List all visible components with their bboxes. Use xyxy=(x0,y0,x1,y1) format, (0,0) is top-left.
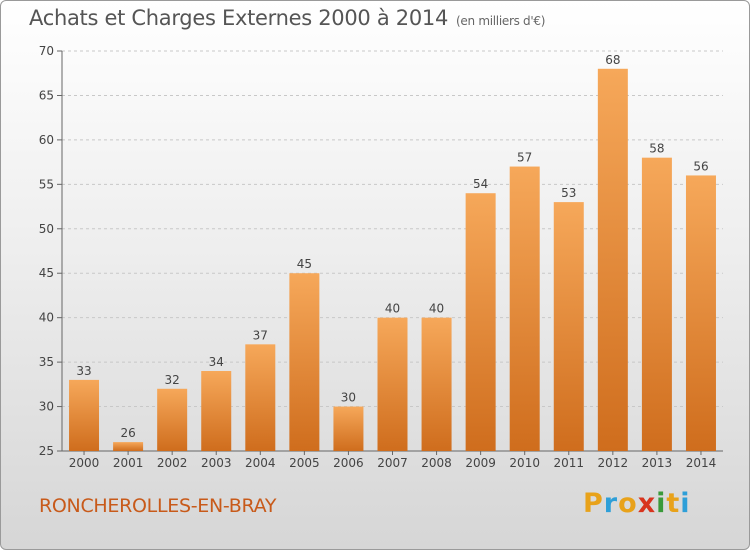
data-label: 56 xyxy=(693,159,708,173)
x-tick-label: 2004 xyxy=(245,456,276,470)
y-tick-label: 25 xyxy=(39,444,54,458)
x-tick-label: 2013 xyxy=(642,456,673,470)
x-tick-label: 2000 xyxy=(69,456,100,470)
data-label: 34 xyxy=(209,355,224,369)
y-tick-label: 65 xyxy=(39,88,54,102)
data-label: 57 xyxy=(517,151,532,165)
x-tick-label: 2003 xyxy=(201,456,232,470)
y-tick-label: 45 xyxy=(39,266,54,280)
x-tick-label: 2005 xyxy=(289,456,320,470)
logo-letter: o xyxy=(618,488,638,519)
bar xyxy=(377,317,408,451)
y-tick-label: 35 xyxy=(39,355,54,369)
bar xyxy=(113,442,144,451)
y-tick-label: 55 xyxy=(39,177,54,191)
x-tick-label: 2009 xyxy=(465,456,496,470)
logo-letter: r xyxy=(603,488,619,519)
bar xyxy=(157,388,188,451)
bar xyxy=(421,317,452,451)
data-label: 26 xyxy=(120,426,135,440)
x-tick-label: 2006 xyxy=(333,456,364,470)
bar xyxy=(333,406,364,451)
data-label: 33 xyxy=(76,364,91,378)
bar xyxy=(641,157,672,451)
data-label: 68 xyxy=(605,53,620,67)
bar xyxy=(553,202,584,451)
data-label: 45 xyxy=(297,257,312,271)
data-label: 54 xyxy=(473,177,488,191)
y-tick-label: 30 xyxy=(39,400,54,414)
x-tick-label: 2014 xyxy=(686,456,717,470)
data-label: 40 xyxy=(429,302,444,316)
y-tick-label: 40 xyxy=(39,311,54,325)
logo-letter: i xyxy=(656,488,667,519)
logo-letter: t xyxy=(666,488,681,519)
data-label: 30 xyxy=(341,391,356,405)
location-name: RONCHEROLLES-EN-BRAY xyxy=(39,495,277,517)
data-labels: 33 26 32 34 37 45 30 40 40 54 57 53 68 58 56 xyxy=(76,53,708,440)
bar xyxy=(69,379,100,451)
y-tick-label: 70 xyxy=(39,44,54,58)
bar xyxy=(465,193,496,451)
chart-title: Achats et Charges Externes 2000 à 2014 (e… xyxy=(29,6,545,30)
x-tick-label: 2012 xyxy=(598,456,629,470)
data-label: 58 xyxy=(649,142,664,156)
x-tick-label: 2011 xyxy=(553,456,584,470)
x-tick-label: 2008 xyxy=(421,456,452,470)
x-tick-label: 2007 xyxy=(377,456,408,470)
bar xyxy=(509,166,540,452)
data-label: 40 xyxy=(385,302,400,316)
logo-letter: i xyxy=(680,488,691,519)
data-label: 37 xyxy=(253,328,268,342)
bar xyxy=(201,371,232,451)
data-label: 32 xyxy=(165,373,180,387)
bars xyxy=(69,68,716,452)
x-tick-label: 2001 xyxy=(113,456,144,470)
bar xyxy=(245,344,276,451)
chart-subtitle: (en milliers d'€) xyxy=(456,14,546,28)
y-tick-label: 60 xyxy=(39,133,54,147)
bar xyxy=(289,273,320,451)
x-tick-label: 2010 xyxy=(509,456,540,470)
proxiti-logo: Proxiti xyxy=(583,488,691,519)
chart-title-text: Achats et Charges Externes 2000 à 2014 xyxy=(29,6,449,30)
bar xyxy=(597,68,628,452)
logo-letter: P xyxy=(583,488,604,519)
bar xyxy=(685,175,716,451)
x-tick-label: 2002 xyxy=(157,456,188,470)
y-tick-label: 50 xyxy=(39,222,54,236)
logo-letter: x xyxy=(637,488,657,519)
data-label: 53 xyxy=(561,186,576,200)
